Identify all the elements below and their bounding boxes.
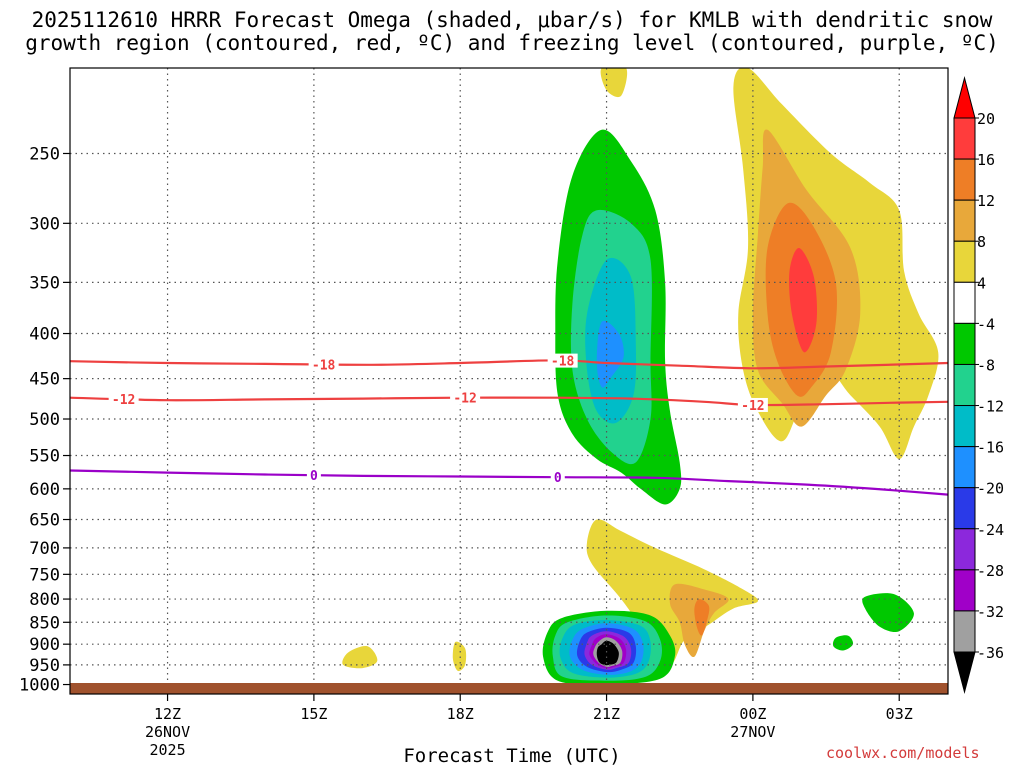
omega-region-8 [789,247,818,353]
y-tick-label-700: 700 [29,539,60,559]
omega-region-13 [452,641,467,672]
omega-region-12 [342,646,378,669]
dgz-contour-label-1-1: -12 [453,392,476,407]
x-tick-label-15Z: 15Z [300,705,327,723]
colorbar-swatch-12 [953,610,976,653]
y-tick-label-950: 950 [29,656,60,676]
y-tick-label-400: 400 [29,325,60,345]
ground-strip [70,683,948,694]
plot-frame [69,67,949,695]
dgz-contour-label-bg-1-2 [737,397,768,412]
freezing-contour-label-bg-0-0 [306,468,321,483]
y-tick-label-850: 850 [29,613,60,633]
colorbar-swatch-0 [953,117,976,160]
colorbar-swatch-1 [953,158,976,201]
omega-shading [342,68,939,685]
y-tick-label-600: 600 [29,480,60,500]
colorbar-swatch-9 [953,487,976,530]
colorbar-label-9: -20 [977,480,1004,498]
omega-region-5 [600,68,628,98]
colorbar-bottom-arrow [953,651,976,694]
omega-region-15 [832,635,854,651]
colorbar-label-1: 16 [977,151,995,169]
x-tick-date-00Z: 27NOV [730,723,775,741]
dgz-contour-label-bg-1-1 [450,390,481,405]
dgz-contour-label-1-2: -12 [741,399,764,414]
colorbar-label-13: -36 [977,644,1004,662]
temperature-contours: -18 -18 -12 -12 -12 0 0 [70,353,948,496]
omega-region-11 [694,599,710,636]
colorbar-swatch-3 [953,240,976,283]
y-tick-label-450: 450 [29,370,60,390]
colorbar-swatch-11 [953,569,976,612]
y-tick-label-800: 800 [29,590,60,610]
dgz-contour-label-bg-1-0 [108,392,139,407]
y-axis: 2503003504004505005506006507007508008509… [19,144,70,696]
site-credit: coolwx.com/models [826,744,980,762]
colorbar-label-4: 4 [977,274,986,292]
freezing-contour-line-0 [70,469,948,496]
x-tick-label-00Z: 00Z [739,705,766,723]
dgz-contour-line-1 [70,396,948,407]
colorbar-label-10: -24 [977,521,1004,539]
colorbar-label-7: -12 [977,398,1004,416]
colorbar-swatch-6 [953,363,976,407]
y-tick-label-1000: 1000 [19,676,60,696]
y-tick-label-300: 300 [29,214,60,234]
dgz-contour-label-0-1: -18 [551,355,575,370]
y-tick-label-550: 550 [29,447,60,467]
x-axis-label: Forecast Time (UTC) [403,745,621,767]
colorbar-top-arrow [953,76,976,119]
x-tick-label-03Z: 03Z [886,705,913,723]
dgz-contour-label-bg-0-1 [547,353,578,368]
y-tick-label-350: 350 [29,273,60,293]
colorbar-swatch-7 [953,405,976,448]
y-tick-label-500: 500 [29,410,60,430]
freezing-contour-label-0-1: 0 [554,471,562,486]
chart-title-line1: 2025112610 HRRR Forecast Omega (shaded, … [31,8,993,32]
colorbar-label-12: -32 [977,603,1004,621]
y-tick-label-750: 750 [29,565,60,585]
colorbar-swatch-4 [953,281,976,324]
colorbar-label-8: -16 [977,439,1004,457]
freezing-contour-label-bg-0-1 [550,470,565,485]
colorbar-swatch-10 [953,528,976,571]
colorbar-label-11: -28 [977,562,1004,580]
omega-region-24 [596,640,619,666]
colorbar-label-5: -4 [977,315,995,333]
colorbar-label-2: 12 [977,192,995,210]
omega-colorbar: 20 16 12 8 4 -4 -8 -12 -16 -20 -24 -28 -32 -36 [953,76,1004,694]
colorbar-swatch-2 [953,199,976,242]
x-tick-label-18Z: 18Z [447,705,474,723]
x-tick-date-12Z: 26NOV [145,723,190,741]
colorbar-label-3: 8 [977,233,986,251]
colorbar-label-0: 20 [977,110,995,128]
y-tick-label-250: 250 [29,144,60,164]
colorbar-swatch-5 [953,322,976,365]
chart-title-line2: growth region (contoured, red, ºC) and f… [25,31,999,55]
dgz-contour-label-bg-0-0 [308,357,339,372]
x-tick-label-21Z: 21Z [593,705,620,723]
x-tick-year-12Z: 2025 [149,741,185,759]
omega-region-3 [596,320,624,388]
freezing-contour-label-0-0: 0 [310,469,318,484]
dgz-contour-label-1-0: -12 [112,393,135,408]
y-tick-label-650: 650 [29,511,60,531]
dgz-contour-label-0-0: -18 [312,358,336,373]
y-tick-label-900: 900 [29,635,60,655]
colorbar-label-6: -8 [977,356,995,374]
colorbar-swatch-8 [953,446,976,489]
x-tick-label-12Z: 12Z [154,705,181,723]
